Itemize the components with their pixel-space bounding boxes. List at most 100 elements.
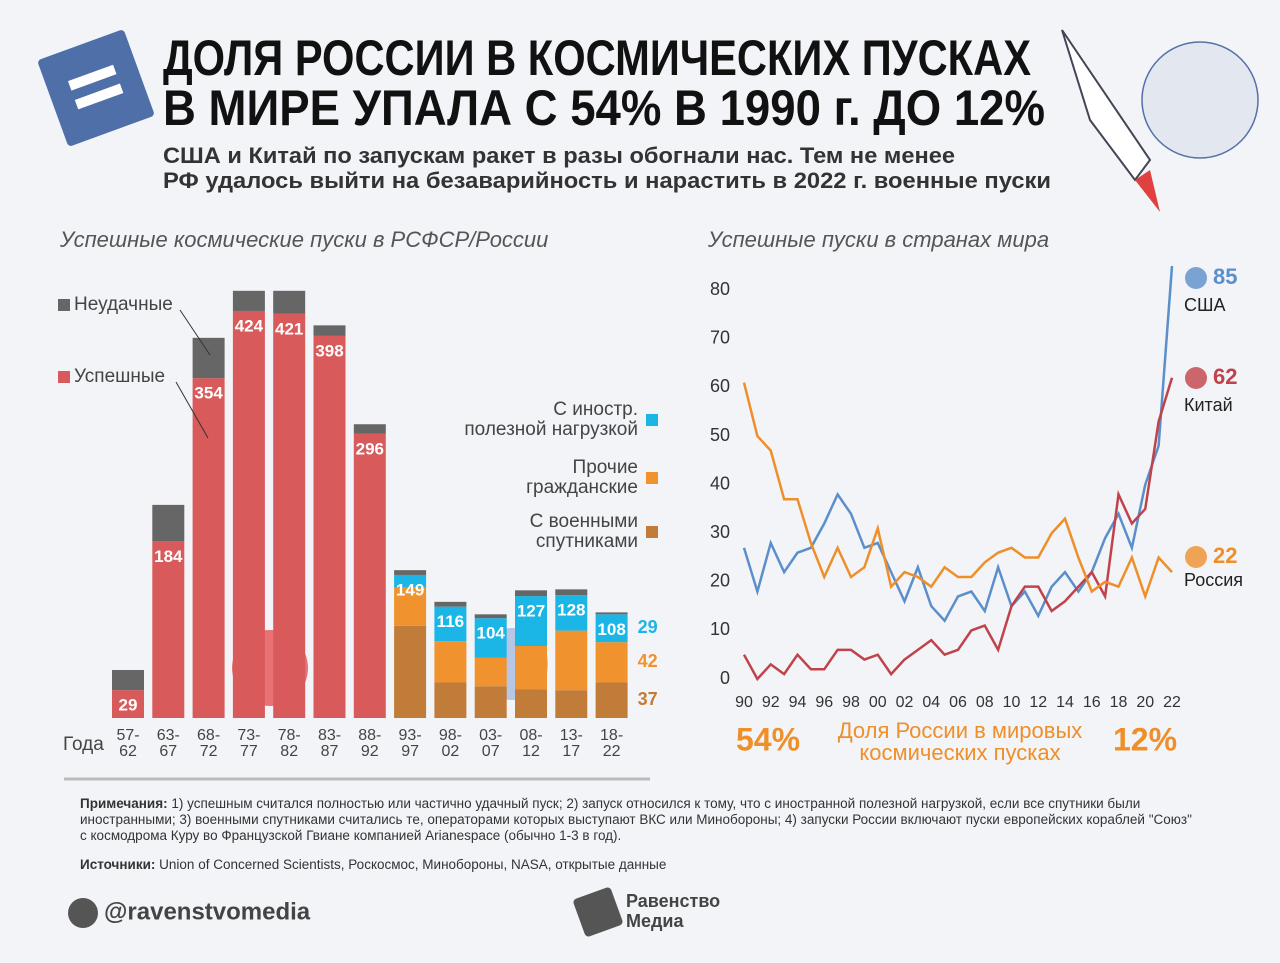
bar-segment xyxy=(112,690,144,718)
legend-label: С военными спутниками xyxy=(530,511,638,552)
legend-label: С иностр. полезной нагрузкой xyxy=(464,399,638,440)
bar-segment xyxy=(112,670,144,691)
title-line: В МИРЕ УПАЛА С 54% В 1990 г. ДО 12% xyxy=(163,80,1045,136)
leader-line xyxy=(175,381,209,439)
rocket xyxy=(1061,29,1152,182)
bar-segment xyxy=(595,612,628,615)
flag-icon xyxy=(1185,267,1207,289)
bar-segment xyxy=(515,590,547,597)
handle: @ravenstvomedia xyxy=(104,898,311,925)
annotation: 12% xyxy=(1113,721,1177,757)
y-tick-label: 10 xyxy=(710,619,730,639)
bar-segment xyxy=(192,337,225,379)
legend-swatch xyxy=(58,299,70,311)
y-tick-label: 80 xyxy=(710,279,730,299)
legend-label: Прочие гражданские xyxy=(526,457,638,498)
y-tick-label: 50 xyxy=(710,425,730,445)
x-tick-label: 82 xyxy=(280,743,298,760)
legend-label: Неудачные xyxy=(74,294,173,315)
leader-line xyxy=(179,309,211,356)
x-tick-label: 78- xyxy=(278,727,301,744)
x-tick-label: 16 xyxy=(1083,694,1101,711)
bar-segment xyxy=(273,290,306,314)
flag-icon xyxy=(1185,367,1207,389)
sources-text: Union of Concerned Scientists, Роскосмос… xyxy=(159,857,667,872)
logo-badge xyxy=(38,30,154,146)
bar-segment xyxy=(394,587,427,626)
logo-bar xyxy=(67,64,117,91)
x-tick-label: 87 xyxy=(321,743,339,760)
flag-icon xyxy=(1185,546,1207,568)
legend-swatch xyxy=(646,526,658,538)
bar-segment xyxy=(555,595,588,631)
bar-segment xyxy=(555,589,588,596)
brand: Медиа xyxy=(626,911,684,931)
x-tick-label: 72 xyxy=(200,743,218,760)
x-tick-label: 98- xyxy=(439,727,462,744)
bar-segment xyxy=(152,504,185,542)
annotation: космических пусках xyxy=(859,740,1060,765)
bar-segment xyxy=(394,570,427,575)
x-tick-label: 68- xyxy=(197,727,220,744)
y-tick-label: 70 xyxy=(710,328,730,348)
bar-segment xyxy=(273,313,306,718)
bar-segment xyxy=(474,618,507,658)
x-tick-label: 12 xyxy=(522,743,540,760)
x-tick-label: 18 xyxy=(1110,694,1128,711)
x-tick-label: 22 xyxy=(1163,694,1181,711)
legend-swatch xyxy=(646,472,658,484)
legend-swatch xyxy=(646,414,658,426)
bar-segment xyxy=(474,686,507,718)
bar-segment xyxy=(353,433,386,718)
bar-segment xyxy=(353,424,386,434)
value-label: 29 xyxy=(119,696,138,715)
bar-segment xyxy=(515,689,547,718)
line-series xyxy=(742,377,1174,682)
value-label: 128 xyxy=(557,601,585,620)
y-tick-label: 40 xyxy=(710,473,730,493)
sources: Источники: Union of Concerned Scientists… xyxy=(80,857,1200,873)
x-tick-label: 77 xyxy=(240,743,258,760)
legend-label: Россия xyxy=(1184,570,1243,590)
bar-segment xyxy=(192,378,225,718)
chart-title: Успешные космические пуски в РСФСР/Росси… xyxy=(59,227,548,252)
end-value: 22 xyxy=(1213,543,1237,568)
bar-segment xyxy=(474,614,507,619)
chart-title: Успешные пуски в странах мира xyxy=(707,227,1049,252)
x-tick-label: 20 xyxy=(1136,694,1154,711)
bar-segment xyxy=(555,690,588,718)
x-tick-label: 04 xyxy=(922,694,940,711)
bar-segment xyxy=(434,682,467,718)
x-tick-label: 90 xyxy=(735,694,753,711)
sources-label: Источники: xyxy=(80,857,156,872)
value-label: 354 xyxy=(194,384,223,403)
bar-segment xyxy=(515,646,547,690)
x-tick-label: 13- xyxy=(560,727,583,744)
side-label: 29 xyxy=(638,617,658,637)
bar-segment xyxy=(313,325,346,336)
bar-segment xyxy=(474,657,507,687)
value-label: 104 xyxy=(477,624,506,643)
y-tick-label: 20 xyxy=(710,571,730,591)
x-tick-label: 94 xyxy=(789,694,807,711)
bar-segment xyxy=(515,596,547,646)
line-series xyxy=(742,382,1173,601)
annotation: 54% xyxy=(736,721,800,757)
x-tick-label: 73- xyxy=(237,727,260,744)
x-tick-label: 83- xyxy=(318,727,341,744)
bar-segment xyxy=(595,614,628,643)
x-tick-label: 93- xyxy=(399,727,422,744)
bar-segment xyxy=(595,642,628,683)
y-tick-label: 30 xyxy=(710,522,730,542)
brand: Равенство xyxy=(626,891,720,911)
bar-segment xyxy=(434,606,467,642)
logo-bar xyxy=(74,83,124,110)
x-tick-label: 96 xyxy=(815,694,833,711)
value-label: 398 xyxy=(315,341,343,360)
subtitle-line: РФ удалось выйти на безаварийность и нар… xyxy=(163,168,1051,193)
rocket-flame xyxy=(1135,170,1160,212)
legend-label: США xyxy=(1184,295,1226,315)
value-label: 127 xyxy=(517,602,545,621)
